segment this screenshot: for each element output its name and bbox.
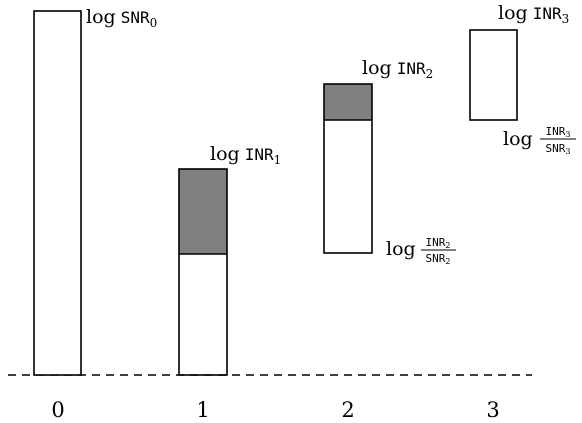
tick-label-1: 1 — [196, 398, 209, 422]
svg-text:SNR2: SNR2 — [426, 252, 451, 266]
tick-label-2: 2 — [341, 398, 354, 422]
bar-1-shaded — [179, 169, 227, 254]
label-log-ratio2: log INR2 SNR2 — [386, 236, 456, 266]
svg-text:SNR3: SNR3 — [546, 142, 571, 156]
label-log-snr0: log SNR0 — [86, 6, 157, 30]
svg-text:INR2: INR2 — [426, 236, 451, 250]
svg-text:INR3: INR3 — [546, 125, 571, 139]
tick-label-0: 0 — [51, 398, 64, 422]
bar-2-outline — [323, 83, 373, 254]
label-log-inr2: log INR2 — [362, 57, 433, 81]
svg-text:log: log — [503, 128, 533, 150]
tick-label-3: 3 — [486, 398, 499, 422]
bar-2-shaded — [324, 84, 372, 120]
bar-0-snr — [33, 10, 82, 376]
label-log-ratio3: log INR3 SNR3 — [503, 125, 576, 156]
svg-text:log: log — [386, 238, 416, 260]
label-log-inr3: log INR3 — [498, 2, 569, 26]
label-log-inr1: log INR1 — [210, 143, 281, 167]
bar-3-outline — [469, 29, 518, 121]
bar-1-outline — [178, 168, 228, 376]
